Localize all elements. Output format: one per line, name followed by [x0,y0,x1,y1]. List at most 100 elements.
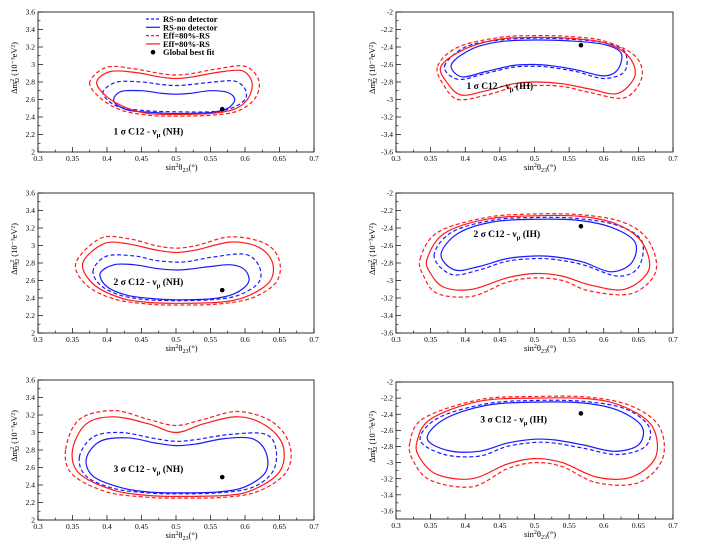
y-tick-label: -2 [387,8,393,17]
x-tick-label: 0.65 [632,154,645,163]
x-tick-label: 0.65 [632,521,645,530]
y-tick-label: 2.8 [26,78,36,87]
contour-blue-solid [440,218,638,273]
contour-red-dashed [74,235,281,306]
x-axis-label-theta: θ [178,343,182,353]
y-tick-label: -3.4 [381,130,393,139]
contour-blue-solid [99,263,250,301]
x-axis-label-main: sin [524,343,535,353]
y-axis-label: Δm232 (10⁻³eV²) [367,223,379,275]
y-tick-label: 2.2 [26,130,36,139]
y-tick-label: 2.2 [26,311,36,320]
x-tick-label: 0.45 [493,521,506,530]
y-tick-label: 2.2 [26,498,36,507]
panel-annotation: 2 σ C12 - νμ (NH) [113,277,183,290]
y-axis-label: Δm232 (10⁻³eV²) [367,411,379,463]
y-axis-label-unit: (10⁻³eV²) [367,223,377,259]
x-axis-label-sup: 2 [175,531,178,537]
annotation-tail: (NH) [160,127,183,138]
annotation-sub: μ [524,420,528,427]
y-tick-label: -3.6 [381,148,393,157]
y-tick-label: -2.6 [381,426,393,435]
x-tick-label: 0.65 [273,335,286,344]
y-axis-label-unit: (10⁻³eV²) [9,42,19,78]
y-tick-label: 2.8 [26,446,36,455]
y-axis-label-sub: 32 [15,446,21,452]
contour-red-dashed [418,213,658,298]
y-tick-label: -2.6 [381,60,393,69]
y-axis-label: Δm232 (10⁻³eV²) [9,42,21,94]
contour-blue-solid [426,401,645,453]
y-tick-label: -3.2 [381,294,393,303]
annotation-sub: μ [157,132,161,139]
x-axis-label-sup: 2 [534,344,537,350]
y-axis-label-sup: 2 [10,79,16,82]
x-tick-label: 0.35 [424,335,437,344]
y-axis-label-sup: 2 [10,260,16,263]
x-axis-label-unit: (°) [547,529,556,539]
x-axis-label-theta: θ [537,529,541,539]
x-tick-label: 0.4 [461,154,471,163]
panel-annotation: 1 σ C12 - νμ (IH) [467,81,534,94]
x-tick-label: 0.55 [563,521,576,530]
y-tick-label: -2.4 [381,43,393,52]
x-tick-label: 0.7 [309,522,319,531]
best-fit-point [578,411,584,416]
annotation-sub: μ [157,282,161,289]
y-tick-label: 3.6 [26,8,36,17]
x-tick-label: 0.7 [668,154,678,163]
contour-red-solid [439,36,636,96]
x-axis-label: sin2θ23(°) [165,162,197,174]
contour-blue-solid [113,89,236,115]
contour-red-solid [71,416,285,498]
y-tick-label: 2.4 [26,481,36,490]
x-tick-label: 0.7 [668,335,678,344]
y-tick-label: 3.6 [26,376,36,385]
x-tick-label: 0.5 [171,154,181,163]
y-axis-label-unit: (10⁻³eV²) [9,223,19,259]
annotation-tail: (IH) [527,414,547,425]
y-axis-label-sub: 32 [15,259,21,265]
x-tick-label: 0.5 [171,335,181,344]
legend-marker [150,49,156,55]
y-tick-label: 3 [31,428,35,437]
y-tick-label: 2 [31,148,35,157]
x-tick-label: 0.35 [424,521,437,530]
y-axis-label-main: Δm [367,81,377,93]
x-axis-label-sub: 23 [182,168,188,174]
contour-red-dashed [89,65,261,117]
contour-blue-solid [450,39,623,78]
y-axis-label-sub: 32 [373,78,379,84]
y-axis-label-unit: (10⁻³eV²) [9,410,19,446]
x-axis-label: sin2θ23(°) [165,530,197,542]
y-axis-label-sub: 32 [373,259,379,265]
contour-blue-dashed [419,399,652,458]
best-fit-point [219,287,225,293]
x-axis-label-theta: θ [537,162,541,172]
x-axis-label-theta: θ [537,343,541,353]
x-axis-label-main: sin [524,162,535,172]
x-axis-label: sin2θ23(°) [524,529,556,541]
y-tick-label: 2.4 [26,294,36,303]
x-tick-label: 0.45 [135,522,148,531]
y-axis-label-main: Δm [9,449,19,461]
contour-red-solid [415,397,659,480]
panel-annotation: 3 σ C12 - νμ (IH) [480,414,547,427]
annotation-main: 3 σ C12 - ν [113,465,157,475]
y-axis-label-sub: 32 [15,78,21,84]
panel-1sigma-NH: 0.3 0.35 0.4 0.45 0.5 0.55 0.6 0.65 0.7 2 2.2 2.4 2.… [9,8,319,174]
legend-label: Eff=80%-RS [163,31,210,41]
annotation-main: 2 σ C12 - ν [473,230,517,240]
best-fit-point [578,223,584,229]
x-tick-label: 0.6 [599,335,609,344]
x-tick-label: 0.3 [391,521,401,530]
y-tick-label: 2 [31,516,35,525]
x-tick-label: 0.65 [273,154,286,163]
y-tick-label: -3.2 [381,113,393,122]
x-axis-label-sup: 2 [534,530,537,536]
y-tick-label: -2 [387,189,393,198]
best-fit-point [219,106,225,112]
panel-3sigma-NH: 0.3 0.35 0.4 0.45 0.5 0.55 0.6 0.65 0.7 2 2.2 2.4 2.… [9,376,319,542]
y-tick-label: 3.2 [26,43,36,52]
annotation-main: 3 σ C12 - ν [480,415,524,425]
